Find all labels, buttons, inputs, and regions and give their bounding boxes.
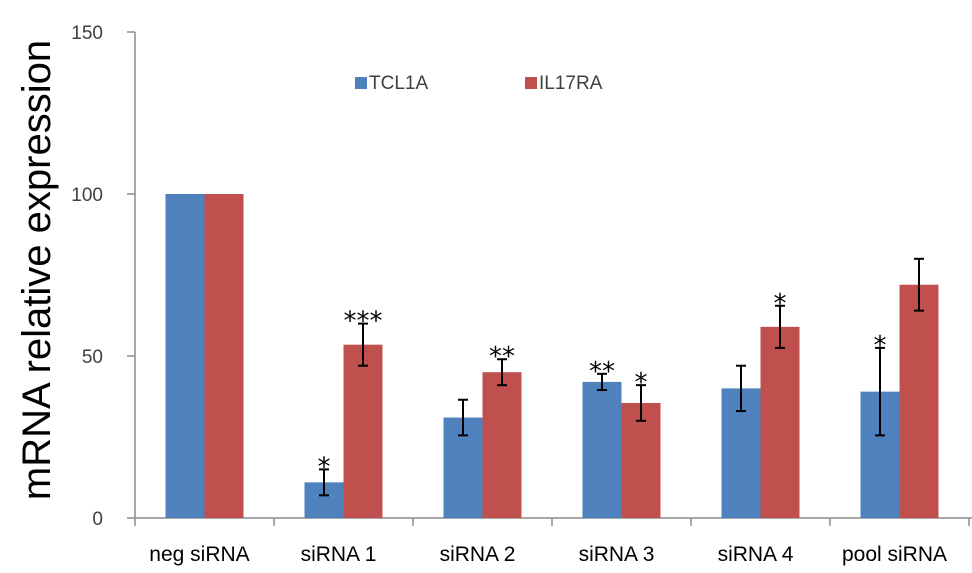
legend-label: TCL1A	[369, 73, 428, 94]
y-tick-label: 0	[92, 509, 103, 530]
y-axis-ticks: 0 50 100 150	[71, 23, 135, 530]
legend-label: IL17RA	[539, 73, 603, 94]
y-tick-label: 100	[71, 185, 103, 206]
significance-markers: ****** ** ***	[318, 289, 887, 483]
x-tick-label: siRNA 2	[440, 543, 516, 566]
y-tick-label: 50	[82, 347, 103, 368]
y-tick-label: 150	[71, 23, 103, 44]
x-tick-label: siRNA 1	[301, 543, 377, 566]
y-axis-label: mRNA relative expression	[15, 40, 59, 500]
significance-marker: **	[489, 342, 515, 372]
bar-tcl1a	[165, 194, 205, 518]
significance-marker: *	[874, 331, 887, 361]
legend-swatch	[355, 77, 367, 89]
axes	[134, 32, 972, 526]
x-tick-label: siRNA 3	[579, 543, 655, 566]
bar-tcl1a	[582, 381, 622, 518]
error-bars	[319, 257, 924, 497]
x-tick-label: neg siRNA	[149, 543, 249, 566]
significance-marker: ***	[344, 307, 383, 337]
significance-marker: *	[318, 452, 331, 482]
significance-marker: **	[589, 357, 615, 387]
legend: TCL1A IL17RA	[355, 73, 603, 94]
significance-marker: *	[635, 368, 648, 398]
bar-il17ra	[899, 284, 939, 518]
x-tick-label: pool siRNA	[842, 543, 947, 566]
bar-il17ra	[621, 402, 661, 518]
bar-il17ra	[343, 344, 383, 518]
legend-swatch	[525, 77, 537, 89]
bar-il17ra	[204, 194, 244, 518]
bar-il17ra	[482, 372, 522, 518]
significance-marker: *	[774, 289, 787, 319]
bar-il17ra	[760, 326, 800, 518]
category-labels: neg siRNA siRNA 1 siRNA 2 siRNA 3 siRNA 4 poo…	[149, 543, 947, 566]
x-tick-label: siRNA 4	[718, 543, 794, 566]
bars	[165, 194, 939, 518]
